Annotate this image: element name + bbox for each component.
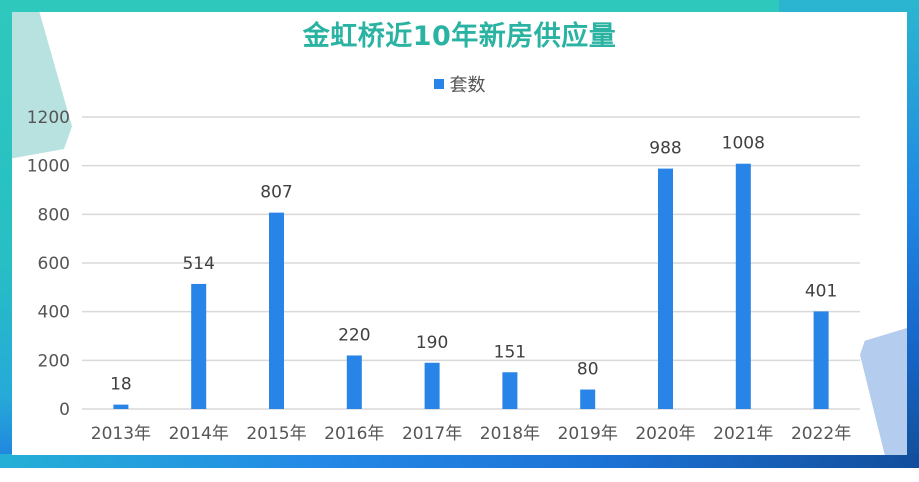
bar[interactable] [735, 163, 751, 409]
data-label: 1008 [722, 134, 765, 154]
x-axis-tick-label: 2014年 [169, 424, 229, 444]
data-label: 807 [260, 183, 292, 203]
bar[interactable] [113, 404, 129, 409]
data-label: 401 [805, 281, 837, 301]
x-axis-tick-label: 2019年 [558, 424, 618, 444]
bar[interactable] [346, 355, 362, 409]
x-axis-tick-label: 2021年 [713, 424, 773, 444]
x-axis-tick-label: 2018年 [480, 424, 540, 444]
legend-label: 套数 [449, 75, 486, 96]
bar[interactable] [269, 212, 284, 409]
x-axis-tick-label: 2013年 [91, 424, 151, 444]
chart-panel [12, 12, 907, 455]
chart-legend: 套数 [0, 71, 919, 97]
x-axis-tick-label: 2017年 [402, 424, 462, 444]
bar[interactable] [813, 311, 829, 409]
y-axis-tick-label: 600 [38, 254, 70, 274]
data-label: 190 [416, 333, 448, 353]
chart-title: 金虹桥近10年新房供应量 [302, 21, 617, 52]
bar[interactable] [191, 283, 207, 409]
y-axis-tick-label: 800 [38, 205, 70, 225]
x-axis-tick-label: 2020年 [635, 424, 695, 444]
y-axis-tick-label: 400 [38, 303, 70, 323]
y-axis-tick-label: 1000 [27, 157, 70, 177]
bar[interactable] [424, 362, 440, 409]
data-label: 151 [494, 342, 526, 362]
bar[interactable] [502, 372, 518, 409]
legend-swatch-icon [433, 79, 444, 89]
x-axis-tick-label: 2016年 [324, 424, 384, 444]
bar[interactable] [658, 168, 673, 409]
frame-bottom-gradient [0, 454, 919, 468]
data-label: 18 [110, 375, 132, 395]
data-label: 988 [649, 139, 681, 159]
x-axis-tick-label: 2022年 [791, 424, 851, 444]
y-axis-tick-label: 200 [38, 351, 70, 371]
x-axis-tick-label: 2015年 [246, 424, 306, 444]
data-label: 220 [338, 325, 370, 345]
data-label: 80 [577, 360, 599, 380]
y-axis-tick-label: 0 [59, 400, 70, 420]
data-label: 514 [182, 254, 214, 274]
bar[interactable] [580, 389, 596, 409]
y-axis-tick-label: 1200 [27, 108, 70, 128]
